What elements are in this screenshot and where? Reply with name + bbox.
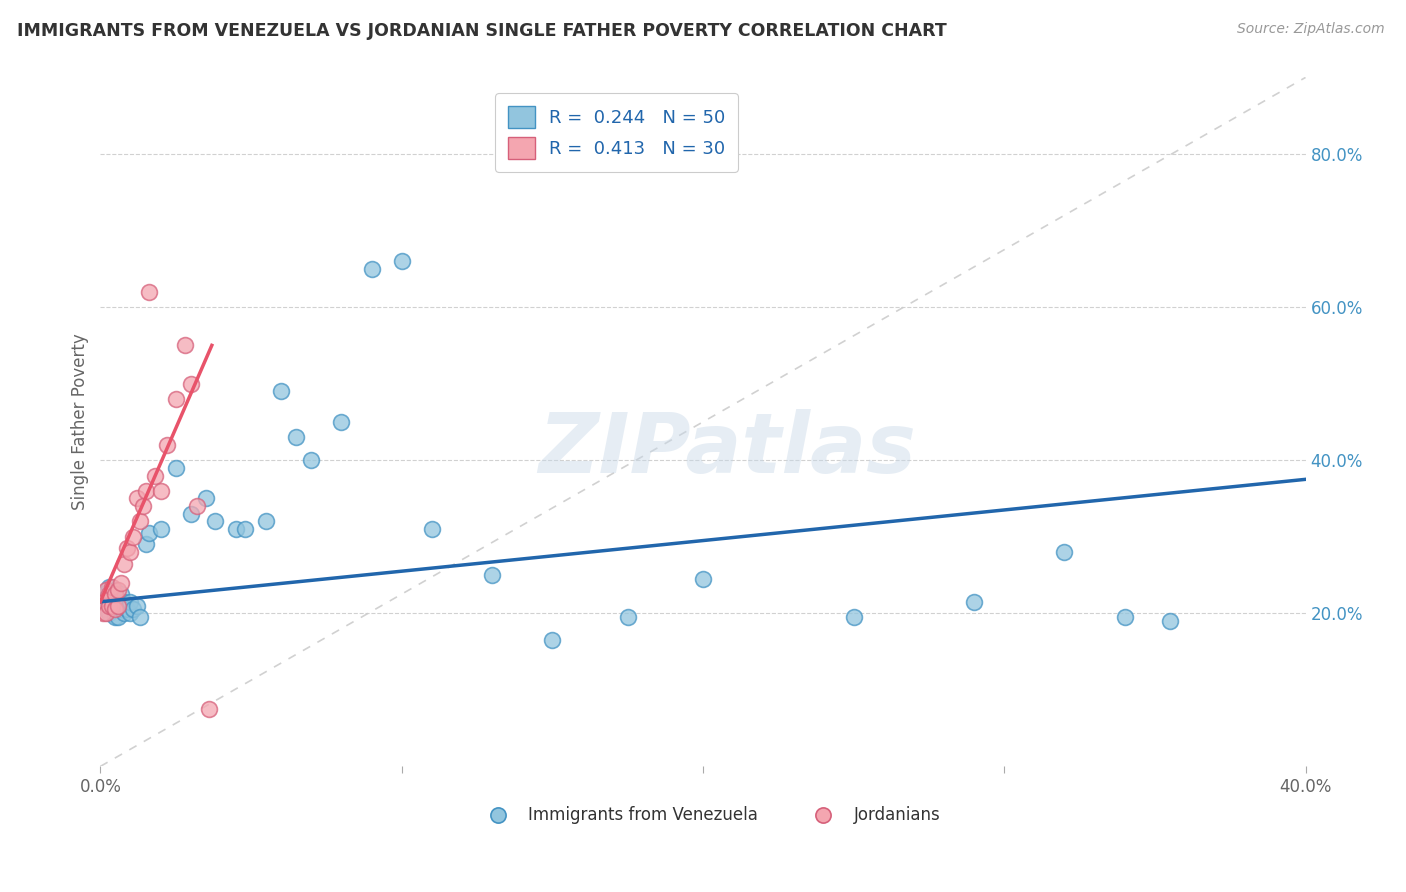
- Point: [101, 587, 124, 601]
- Point: [143, 468, 166, 483]
- Point: [616, 610, 638, 624]
- Point: [120, 607, 142, 621]
- Point: [541, 633, 564, 648]
- Text: Jordanians: Jordanians: [853, 805, 941, 823]
- Point: [98, 595, 121, 609]
- Text: Immigrants from Venezuela: Immigrants from Venezuela: [529, 805, 758, 823]
- Point: [101, 599, 124, 613]
- Point: [101, 599, 124, 613]
- Point: [1053, 545, 1076, 559]
- Point: [98, 599, 121, 613]
- Point: [120, 545, 142, 559]
- Legend: R =  0.244   N = 50, R =  0.413   N = 30: R = 0.244 N = 50, R = 0.413 N = 30: [495, 94, 738, 172]
- Point: [125, 599, 148, 613]
- Point: [481, 568, 503, 582]
- Point: [692, 572, 714, 586]
- Point: [117, 541, 139, 556]
- Point: [98, 607, 121, 621]
- Point: [104, 583, 127, 598]
- Point: [254, 515, 277, 529]
- Point: [110, 575, 132, 590]
- Point: [93, 607, 115, 621]
- Point: [173, 338, 195, 352]
- Point: [117, 602, 139, 616]
- Point: [1159, 614, 1181, 628]
- Point: [360, 261, 382, 276]
- Point: [165, 392, 187, 406]
- Text: IMMIGRANTS FROM VENEZUELA VS JORDANIAN SINGLE FATHER POVERTY CORRELATION CHART: IMMIGRANTS FROM VENEZUELA VS JORDANIAN S…: [17, 22, 946, 40]
- Point: [149, 483, 172, 498]
- Point: [93, 587, 115, 601]
- Text: ZIPatlas: ZIPatlas: [538, 409, 915, 490]
- Point: [104, 587, 127, 601]
- Point: [120, 595, 142, 609]
- Point: [131, 499, 153, 513]
- Point: [186, 499, 208, 513]
- Point: [96, 607, 118, 621]
- Point: [114, 595, 136, 609]
- Point: [198, 702, 221, 716]
- Point: [165, 460, 187, 475]
- Point: [330, 415, 353, 429]
- Point: [1084, 813, 1107, 827]
- Point: [107, 595, 129, 609]
- Point: [194, 491, 217, 506]
- Point: [114, 557, 136, 571]
- Point: [180, 507, 202, 521]
- Point: [96, 602, 118, 616]
- Point: [107, 599, 129, 613]
- Point: [138, 285, 160, 299]
- Point: [107, 583, 129, 598]
- Text: Source: ZipAtlas.com: Source: ZipAtlas.com: [1237, 22, 1385, 37]
- Point: [98, 580, 121, 594]
- Point: [128, 610, 150, 624]
- Point: [96, 583, 118, 598]
- Point: [135, 483, 157, 498]
- Point: [122, 602, 145, 616]
- Point: [285, 430, 308, 444]
- Point: [420, 522, 443, 536]
- Point: [93, 595, 115, 609]
- Point: [114, 607, 136, 621]
- Point: [107, 610, 129, 624]
- Point: [101, 580, 124, 594]
- Point: [135, 537, 157, 551]
- Point: [104, 610, 127, 624]
- Point: [391, 254, 413, 268]
- Point: [270, 384, 292, 399]
- Point: [104, 602, 127, 616]
- Point: [204, 515, 226, 529]
- Point: [1114, 610, 1136, 624]
- Point: [125, 491, 148, 506]
- Y-axis label: Single Father Poverty: Single Father Poverty: [72, 334, 89, 510]
- Point: [233, 522, 256, 536]
- Point: [963, 595, 986, 609]
- Point: [138, 525, 160, 540]
- Point: [110, 587, 132, 601]
- Point: [98, 587, 121, 601]
- Point: [225, 522, 247, 536]
- Point: [104, 599, 127, 613]
- Point: [93, 595, 115, 609]
- Point: [149, 522, 172, 536]
- Point: [122, 530, 145, 544]
- Point: [842, 610, 865, 624]
- Point: [96, 591, 118, 605]
- Point: [110, 602, 132, 616]
- Point: [156, 438, 179, 452]
- Point: [128, 515, 150, 529]
- Point: [299, 453, 322, 467]
- Point: [180, 376, 202, 391]
